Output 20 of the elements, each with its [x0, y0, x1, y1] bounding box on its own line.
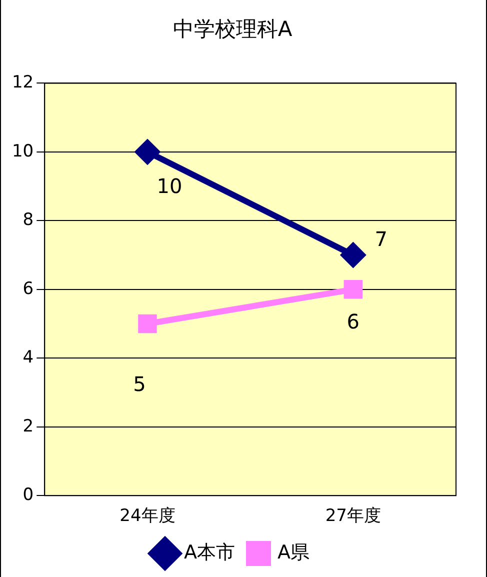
y-tick-label: 6	[22, 278, 34, 299]
data-label: 5	[133, 372, 146, 396]
legend-label: A県	[278, 541, 310, 564]
x-tick-label: 24年度	[120, 506, 176, 526]
data-label: 10	[156, 174, 182, 198]
data-label: 7	[374, 227, 388, 252]
point	[344, 280, 363, 299]
point	[341, 243, 366, 268]
data-label: 6	[346, 310, 360, 334]
y-tick-label: 4	[22, 348, 34, 368]
point	[135, 140, 160, 164]
y-tick-label: 8	[22, 210, 34, 230]
x-tick-label: 27年度	[325, 506, 381, 526]
y-tick-label: 2	[22, 416, 34, 436]
point	[138, 314, 157, 334]
legend-label: A本市	[184, 541, 235, 564]
y-tick-label: 10	[12, 141, 34, 162]
chart-title: 中学校理科A	[172, 17, 293, 42]
y-tick-label: 0	[22, 485, 34, 506]
y-tick-label: 12	[12, 72, 34, 93]
